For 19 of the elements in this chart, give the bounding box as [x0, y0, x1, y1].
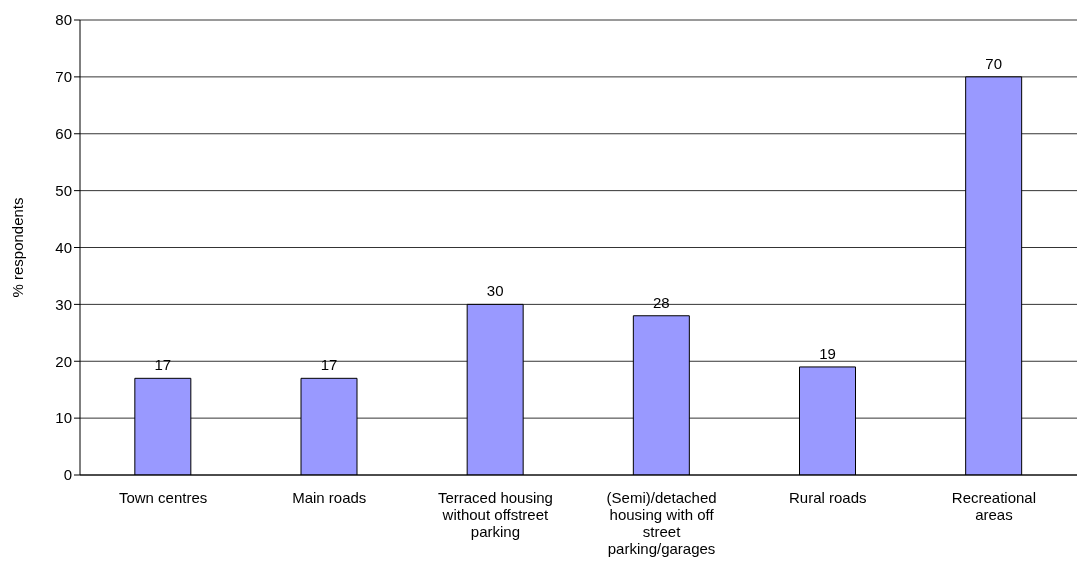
data-label: 30	[486, 282, 504, 300]
x-tick-label: Town centres	[118, 489, 208, 506]
x-tick-label: Rural roads	[788, 489, 867, 506]
data-label: 70	[985, 54, 1003, 72]
x-tick-label: Main roads	[292, 489, 367, 506]
x-tick-label: (Semi)/detached housing with off street parking/garages	[606, 489, 717, 557]
y-tick-label: 20	[55, 352, 72, 370]
y-tick-label: 50	[55, 181, 72, 199]
y-tick-label: 60	[55, 125, 72, 143]
data-label: 19	[819, 344, 836, 362]
y-tick-label: 30	[55, 295, 72, 313]
y-tick-label: 10	[55, 409, 72, 427]
y-axis-title: % respondents	[9, 197, 27, 298]
x-tick-label: Terraced housing without offstreet parking	[437, 489, 553, 540]
y-tick-label: 40	[55, 238, 72, 256]
y-tick-label: 80	[55, 11, 72, 29]
y-tick-label: 70	[55, 68, 72, 86]
x-tick-label: Recreational areas	[951, 489, 1037, 523]
y-tick-label: 0	[63, 466, 72, 484]
